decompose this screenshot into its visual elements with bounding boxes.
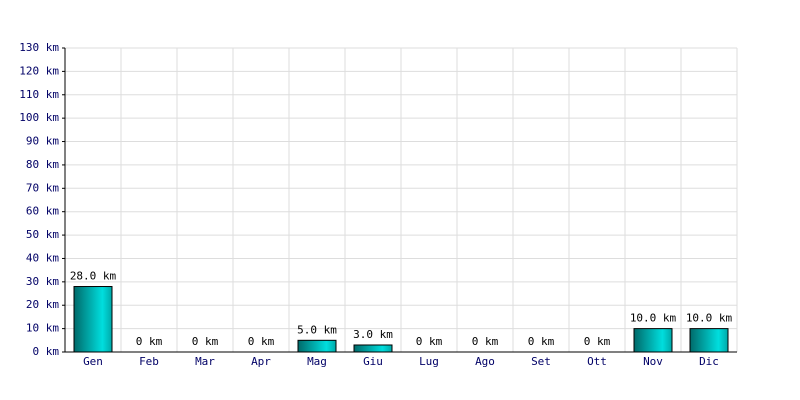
value-label: 5.0 km — [297, 323, 337, 336]
y-tick-label: 120 km — [19, 64, 59, 77]
y-tick-label: 50 km — [26, 228, 59, 241]
value-label: 28.0 km — [70, 270, 117, 283]
value-label: 0 km — [584, 335, 611, 348]
value-label: 10.0 km — [630, 312, 677, 325]
value-label: 3.0 km — [353, 328, 393, 341]
bar — [689, 328, 729, 353]
x-tick-label: Feb — [139, 355, 159, 368]
bar — [73, 286, 113, 353]
x-tick-label: Ago — [475, 355, 495, 368]
y-tick-label: 30 km — [26, 275, 59, 288]
value-label: 0 km — [528, 335, 555, 348]
y-tick-label: 70 km — [26, 181, 59, 194]
y-tick-label: 40 km — [26, 251, 59, 264]
x-tick-label: Dic — [699, 355, 719, 368]
y-tick-label: 80 km — [26, 158, 59, 171]
bar — [633, 328, 673, 353]
y-tick-label: 60 km — [26, 205, 59, 218]
value-label: 0 km — [192, 335, 219, 348]
x-tick-label: Ott — [587, 355, 607, 368]
y-tick-label: 110 km — [19, 88, 59, 101]
x-tick-label: Lug — [419, 355, 439, 368]
y-tick-label: 20 km — [26, 298, 59, 311]
value-label: 0 km — [472, 335, 499, 348]
x-tick-label: Gen — [83, 355, 103, 368]
x-tick-label: Nov — [643, 355, 663, 368]
x-tick-label: Set — [531, 355, 551, 368]
value-label: 0 km — [248, 335, 275, 348]
value-label: 0 km — [416, 335, 443, 348]
x-tick-label: Apr — [251, 355, 271, 368]
x-tick-label: Giu — [363, 355, 383, 368]
y-tick-label: 90 km — [26, 135, 59, 148]
y-tick-label: 100 km — [19, 111, 59, 124]
value-label: 10.0 km — [686, 312, 733, 325]
x-tick-label: Mar — [195, 355, 215, 368]
y-tick-label: 10 km — [26, 322, 59, 335]
value-label: 0 km — [136, 335, 163, 348]
y-tick-label: 0 km — [33, 345, 60, 358]
bar — [297, 339, 337, 353]
bar — [353, 344, 393, 353]
y-tick-label: 130 km — [19, 41, 59, 54]
x-tick-label: Mag — [307, 355, 327, 368]
